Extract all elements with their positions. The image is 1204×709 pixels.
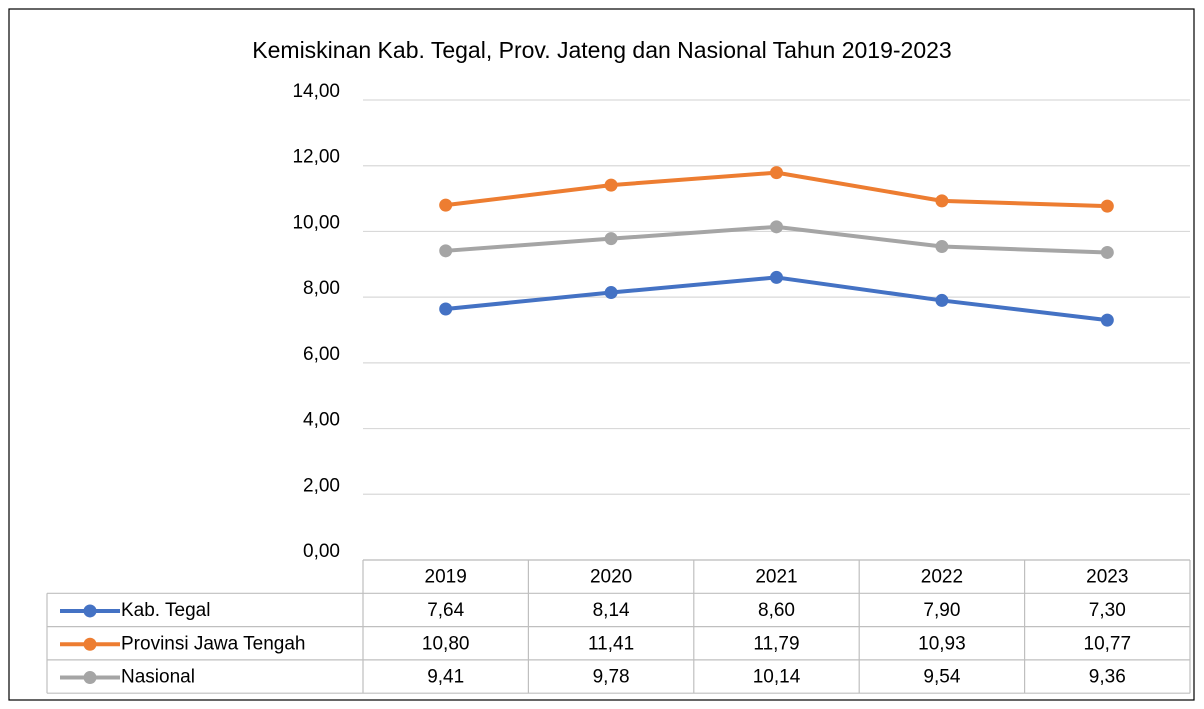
table-value: 7,64 bbox=[427, 600, 464, 621]
y-tick-label: 8,00 bbox=[303, 278, 340, 299]
point bbox=[770, 220, 783, 234]
table-value: 9,54 bbox=[923, 667, 960, 688]
table-value: 7,30 bbox=[1089, 600, 1126, 621]
legend-key bbox=[83, 637, 97, 651]
point bbox=[604, 286, 618, 300]
table-value: 11,41 bbox=[588, 633, 634, 654]
table-value: 10,77 bbox=[1084, 633, 1132, 654]
x-tick-label: 2019 bbox=[425, 567, 467, 588]
point bbox=[439, 198, 453, 212]
chart-frame bbox=[8, 8, 1195, 701]
y-tick-label: 14,00 bbox=[292, 81, 340, 102]
point bbox=[439, 302, 453, 316]
legend-label: Nasional bbox=[121, 667, 195, 688]
table-value: 7,90 bbox=[923, 600, 960, 621]
point bbox=[935, 293, 949, 307]
y-tick-label: 10,00 bbox=[292, 212, 340, 233]
x-tick-label: 2020 bbox=[590, 567, 632, 588]
legend-key bbox=[83, 604, 97, 618]
table-value: 8,14 bbox=[593, 600, 630, 621]
y-tick-label: 0,00 bbox=[303, 541, 340, 562]
x-tick-label: 2022 bbox=[921, 567, 963, 588]
point bbox=[1100, 245, 1114, 259]
point bbox=[1100, 199, 1114, 213]
point bbox=[1100, 313, 1114, 327]
point bbox=[604, 232, 618, 246]
legend-key bbox=[83, 671, 97, 685]
x-tick-label: 2021 bbox=[755, 567, 797, 588]
table-value: 9,78 bbox=[593, 667, 630, 688]
point bbox=[770, 166, 783, 180]
table-value: 10,80 bbox=[422, 633, 470, 654]
point bbox=[935, 194, 949, 208]
point bbox=[604, 178, 618, 192]
table-value: 10,14 bbox=[753, 667, 801, 688]
table-value: 11,79 bbox=[753, 633, 799, 654]
table-value: 9,36 bbox=[1089, 667, 1126, 688]
y-tick-label: 12,00 bbox=[292, 147, 340, 168]
point bbox=[770, 270, 783, 284]
legend-label: Provinsi Jawa Tengah bbox=[121, 633, 305, 654]
y-tick-label: 6,00 bbox=[303, 344, 340, 365]
x-tick-label: 2023 bbox=[1086, 567, 1128, 588]
chart-title: Kemiskinan Kab. Tegal, Prov. Jateng dan … bbox=[252, 37, 951, 63]
table-value: 10,93 bbox=[918, 633, 966, 654]
y-tick-label: 2,00 bbox=[303, 475, 340, 496]
table-value: 8,60 bbox=[758, 600, 795, 621]
table-value: 9,41 bbox=[427, 667, 464, 688]
y-tick-label: 4,00 bbox=[303, 410, 340, 431]
legend-label: Kab. Tegal bbox=[121, 600, 210, 621]
point bbox=[439, 244, 453, 258]
point bbox=[935, 240, 949, 254]
